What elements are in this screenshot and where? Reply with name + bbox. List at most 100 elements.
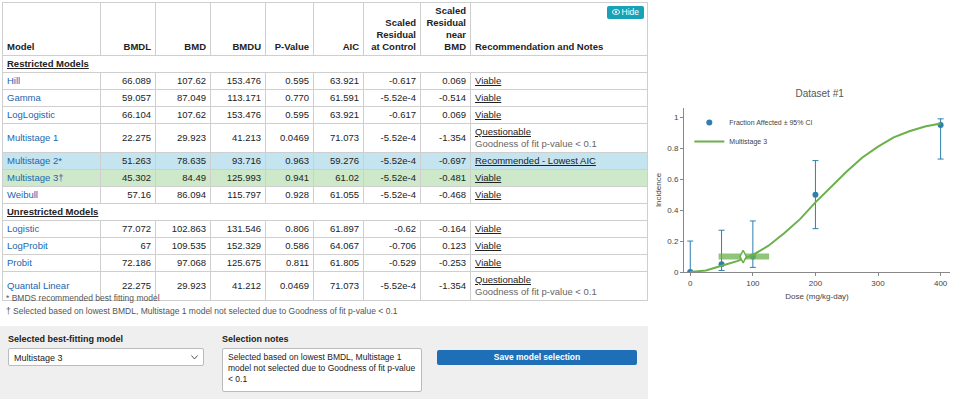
html-text:-0.62: -0.62 — [394, 223, 416, 234]
html-text:153.476: 153.476 — [226, 109, 261, 120]
html-text:0.806: 0.806 — [285, 223, 309, 234]
html-text:Selected based on lowest BMDL,: Selected based on lowest BMDL, Multistag… — [228, 352, 416, 384]
html-text:45.302: 45.302 — [121, 172, 151, 183]
html-text:Viable: Viable — [475, 172, 502, 183]
html-text:Gamma: Gamma — [7, 92, 41, 103]
html-text:LogLogistic: LogLogistic — [7, 109, 56, 120]
svg-text:Multistage 3: Multistage 3 — [729, 138, 767, 146]
svg-text:0.4: 0.4 — [667, 206, 679, 215]
html-text:57.16: 57.16 — [127, 189, 151, 200]
html-text:Weibull: Weibull — [7, 189, 38, 200]
html-text:Scaled Residual near BMD: Scaled Residual near BMD — [426, 5, 466, 52]
html-text:66.104: 66.104 — [121, 109, 151, 120]
html-text:29.923: 29.923 — [176, 132, 206, 143]
html-text:0.069: 0.069 — [442, 75, 466, 86]
html-text:Viable: Viable — [475, 92, 502, 103]
html-text:-5.52e-4: -5.52e-4 — [380, 189, 416, 200]
svg-text:Dose (mg/kg-day): Dose (mg/kg-day) — [785, 292, 849, 301]
html-text:Hill: Hill — [7, 75, 21, 86]
html-text:Scaled Residual at Control: Scaled Residual at Control — [371, 17, 416, 52]
html-text:61.055: 61.055 — [329, 189, 359, 200]
html-text:Viable: Viable — [475, 189, 502, 200]
html-text:Recommendation and Notes: Recommendation and Notes — [475, 41, 604, 52]
html-text:77.072: 77.072 — [121, 223, 151, 234]
html-text:Model: Model — [7, 41, 35, 52]
html-text:0.0469: 0.0469 — [279, 132, 309, 143]
html-text:-0.481: -0.481 — [439, 172, 466, 183]
html-text:71.073: 71.073 — [329, 132, 359, 143]
svg-text:300: 300 — [871, 279, 885, 288]
html-text:Viable: Viable — [475, 109, 502, 120]
svg-text:0: 0 — [674, 268, 679, 277]
svg-text:1: 1 — [674, 113, 679, 122]
html-text:Questionable: Questionable — [475, 126, 531, 137]
html-text:-0.617: -0.617 — [389, 75, 416, 86]
html-text:102.863: 102.863 — [171, 223, 206, 234]
html-text:61.591: 61.591 — [329, 92, 359, 103]
html-text:153.476: 153.476 — [226, 75, 261, 86]
html-text:-0.617: -0.617 — [389, 109, 416, 120]
html-text:0.595: 0.595 — [285, 109, 309, 120]
svg-text:0.2: 0.2 — [667, 237, 679, 246]
html-text:Restricted Models: Restricted Models — [7, 58, 89, 69]
html-text:59.276: 59.276 — [329, 155, 359, 166]
html-text:-5.52e-4: -5.52e-4 — [380, 92, 416, 103]
svg-text:Fraction Affected ± 95% CI: Fraction Affected ± 95% CI — [729, 119, 812, 126]
html-text:61.02: 61.02 — [335, 172, 359, 183]
html-text:115.797: 115.797 — [227, 189, 261, 200]
svg-text:0.6: 0.6 — [667, 175, 679, 184]
html-text:BMDU: BMDU — [232, 41, 261, 52]
html-text:Multistage 2*: Multistage 2* — [7, 155, 62, 166]
html-text:Viable: Viable — [475, 75, 502, 86]
html-text:Multistage 1: Multistage 1 — [7, 132, 59, 143]
html-text:22.275: 22.275 — [121, 132, 151, 143]
html-text:Goodness of fit p-value < 0.1: Goodness of fit p-value < 0.1 — [475, 138, 597, 149]
html-text:BMD: BMD — [184, 41, 206, 52]
html-text:0.595: 0.595 — [285, 75, 309, 86]
html-text:61.897: 61.897 — [329, 223, 359, 234]
html-text:107.62: 107.62 — [176, 75, 206, 86]
html-text:-0.514: -0.514 — [439, 92, 466, 103]
html-text:113.171: 113.171 — [227, 92, 261, 103]
html-text:87.049: 87.049 — [176, 92, 206, 103]
html-text:125.993: 125.993 — [226, 172, 261, 183]
html-text:-1.354: -1.354 — [439, 132, 466, 143]
html-text:AIC: AIC — [342, 41, 359, 52]
html-text:Multistage 3†: Multistage 3† — [7, 172, 64, 183]
html-text:93.716: 93.716 — [231, 155, 261, 166]
html-text:BMDL: BMDL — [123, 41, 151, 52]
html-text:0.963: 0.963 — [285, 155, 309, 166]
html-text:-5.52e-4: -5.52e-4 — [380, 132, 416, 143]
html-text:107.62: 107.62 — [176, 109, 206, 120]
svg-text:400: 400 — [934, 279, 948, 288]
html-text:-0.164: -0.164 — [439, 223, 466, 234]
html-text:131.546: 131.546 — [226, 223, 261, 234]
html-text:0.941: 0.941 — [285, 172, 309, 183]
html-text:P-Value: P-Value — [274, 41, 309, 52]
svg-text:200: 200 — [809, 279, 823, 288]
html-text:Recommended - Lowest AIC: Recommended - Lowest AIC — [475, 155, 596, 166]
html-text:63.921: 63.921 — [329, 109, 359, 120]
html-text:86.094: 86.094 — [176, 189, 206, 200]
html-text:41.213: 41.213 — [231, 132, 261, 143]
html-text:Logistic: Logistic — [7, 223, 40, 234]
html-text:-0.697: -0.697 — [439, 155, 466, 166]
html-text:59.057: 59.057 — [121, 92, 151, 103]
html-text:-5.52e-4: -5.52e-4 — [380, 172, 416, 183]
html-text:0.770: 0.770 — [285, 92, 309, 103]
html-text:66.089: 66.089 — [121, 75, 151, 86]
svg-text:100: 100 — [746, 279, 760, 288]
html-text:63.921: 63.921 — [329, 75, 359, 86]
svg-text:Incidence: Incidence — [654, 172, 663, 207]
html-text:-5.52e-4: -5.52e-4 — [380, 155, 416, 166]
svg-text:Dataset #1: Dataset #1 — [795, 88, 844, 99]
html-text:78.635: 78.635 — [176, 155, 206, 166]
html-text:84.49: 84.49 — [182, 172, 206, 183]
html-text:Unrestricted Models: Unrestricted Models — [7, 206, 99, 217]
svg-text:0.8: 0.8 — [667, 144, 679, 153]
html-text:0.928: 0.928 — [285, 189, 309, 200]
html-text:0.069: 0.069 — [442, 109, 466, 120]
svg-text:0: 0 — [688, 279, 693, 288]
html-text:-0.468: -0.468 — [439, 189, 466, 200]
html-text:51.263: 51.263 — [121, 155, 151, 166]
